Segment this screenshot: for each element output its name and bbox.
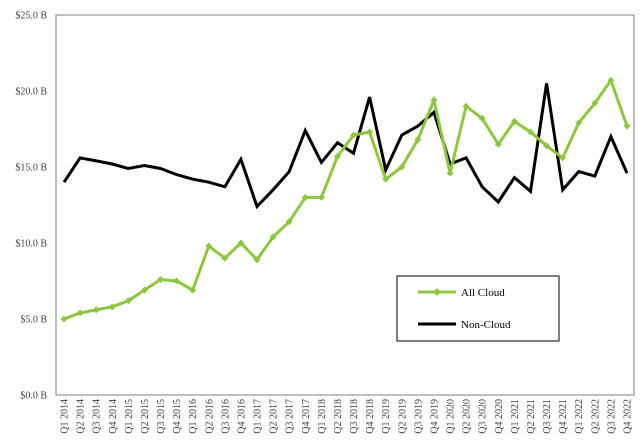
data-point-all-cloud [285, 218, 293, 226]
y-tick-label: $25.0 B [15, 11, 47, 22]
plot-area-border [55, 14, 635, 396]
x-tick-label: Q2 2019 [397, 399, 408, 434]
x-tick-label: Q4 2021 [558, 399, 569, 434]
x-axis-ticks: Q1 2014 Q2 2014 Q3 2014 Q4 2014 Q1 2015 Q2 20… [60, 399, 634, 434]
data-point-all-cloud [623, 122, 631, 130]
x-tick-label: Q3 2015 [156, 399, 167, 434]
x-tick-label: Q3 2016 [220, 399, 231, 434]
legend-box [396, 275, 560, 342]
y-tick-label: $10.0 B [15, 239, 47, 250]
x-tick-label: Q1 2019 [381, 399, 392, 434]
x-tick-label: Q1 2017 [253, 399, 264, 434]
x-tick-label: Q4 2016 [236, 399, 247, 434]
x-tick-label: Q3 2017 [285, 399, 296, 434]
data-point-all-cloud [575, 119, 583, 127]
x-tick-label: Q4 2019 [429, 399, 440, 434]
x-tick-label: Q1 2016 [188, 399, 199, 434]
data-point-all-cloud [543, 142, 551, 150]
data-point-all-cloud [76, 309, 84, 317]
data-point-all-cloud [140, 286, 148, 294]
x-tick-label: Q4 2017 [301, 399, 312, 434]
data-point-all-cloud [157, 275, 165, 283]
data-point-all-cloud [366, 128, 374, 136]
series-all-cloud [60, 76, 631, 323]
data-point-all-cloud [317, 193, 325, 201]
x-tick-label: Q2 2021 [526, 399, 537, 434]
y-tick-label: $20.0 B [15, 87, 47, 98]
data-point-all-cloud [494, 140, 502, 148]
data-point-all-cloud [108, 303, 116, 311]
data-point-all-cloud [173, 277, 181, 285]
legend: All Cloud Non-Cloud [396, 275, 560, 342]
data-point-all-cloud [92, 306, 100, 314]
x-tick-label: Q4 2015 [172, 399, 183, 434]
series-line-all-cloud [63, 77, 629, 321]
data-point-all-cloud [221, 254, 229, 262]
y-axis-ticks: $0.0 B $5.0 B $10.0 B $15.0 B $20.0 B $25.0 B [15, 11, 47, 402]
legend-marker-all-cloud [433, 288, 441, 296]
data-point-all-cloud [382, 175, 390, 183]
x-tick-label: Q1 2015 [124, 399, 135, 434]
data-point-all-cloud [526, 128, 534, 136]
data-point-all-cloud [205, 242, 213, 250]
data-point-all-cloud [478, 114, 486, 122]
x-tick-label: Q2 2014 [76, 399, 87, 434]
x-tick-label: Q4 2020 [494, 399, 505, 434]
x-tick-label: Q3 2020 [478, 399, 489, 434]
x-tick-label: Q3 2022 [606, 399, 617, 434]
x-tick-label: Q2 2022 [590, 399, 601, 434]
data-point-all-cloud [446, 169, 454, 177]
x-tick-label: Q3 2014 [92, 399, 103, 434]
x-tick-label: Q1 2022 [574, 399, 585, 434]
x-tick-label: Q1 2018 [317, 399, 328, 434]
data-point-all-cloud [269, 233, 277, 241]
data-point-all-cloud [60, 315, 68, 323]
x-tick-label: Q1 2021 [510, 399, 521, 434]
x-tick-label: Q2 2016 [204, 399, 215, 434]
x-tick-label: Q4 2022 [623, 399, 634, 434]
data-point-all-cloud [462, 102, 470, 110]
series-layer [60, 76, 631, 323]
x-tick-label: Q3 2018 [349, 399, 360, 434]
y-tick-label: $0.0 B [20, 391, 47, 402]
x-tick-label: Q3 2021 [542, 399, 553, 434]
data-point-all-cloud [398, 163, 406, 171]
x-tick-label: Q1 2020 [446, 399, 457, 434]
data-point-all-cloud [510, 117, 518, 125]
data-point-all-cloud [301, 193, 309, 201]
data-point-all-cloud [253, 256, 261, 264]
data-point-all-cloud [430, 96, 438, 104]
data-point-all-cloud [414, 136, 422, 144]
x-tick-label: Q2 2017 [269, 399, 280, 434]
x-tick-label: Q2 2020 [462, 399, 473, 434]
data-point-all-cloud [559, 154, 567, 162]
data-point-all-cloud [237, 239, 245, 247]
x-tick-label: Q2 2015 [140, 399, 151, 434]
data-point-all-cloud [607, 76, 615, 84]
x-tick-label: Q3 2019 [413, 399, 424, 434]
x-tick-label: Q4 2014 [108, 399, 119, 434]
data-point-all-cloud [350, 131, 358, 139]
x-tick-label: Q1 2014 [60, 399, 71, 434]
y-tick-label: $15.0 B [15, 163, 47, 174]
x-tick-label: Q4 2018 [365, 399, 376, 434]
y-tick-label: $5.0 B [20, 315, 47, 326]
legend-label-all-cloud: All Cloud [461, 287, 505, 299]
data-point-all-cloud [189, 286, 197, 294]
data-point-all-cloud [124, 297, 132, 305]
x-tick-label: Q2 2018 [333, 399, 344, 434]
data-point-all-cloud [591, 99, 599, 107]
legend-label-non-cloud: Non-Cloud [461, 319, 511, 331]
data-point-all-cloud [333, 152, 341, 160]
